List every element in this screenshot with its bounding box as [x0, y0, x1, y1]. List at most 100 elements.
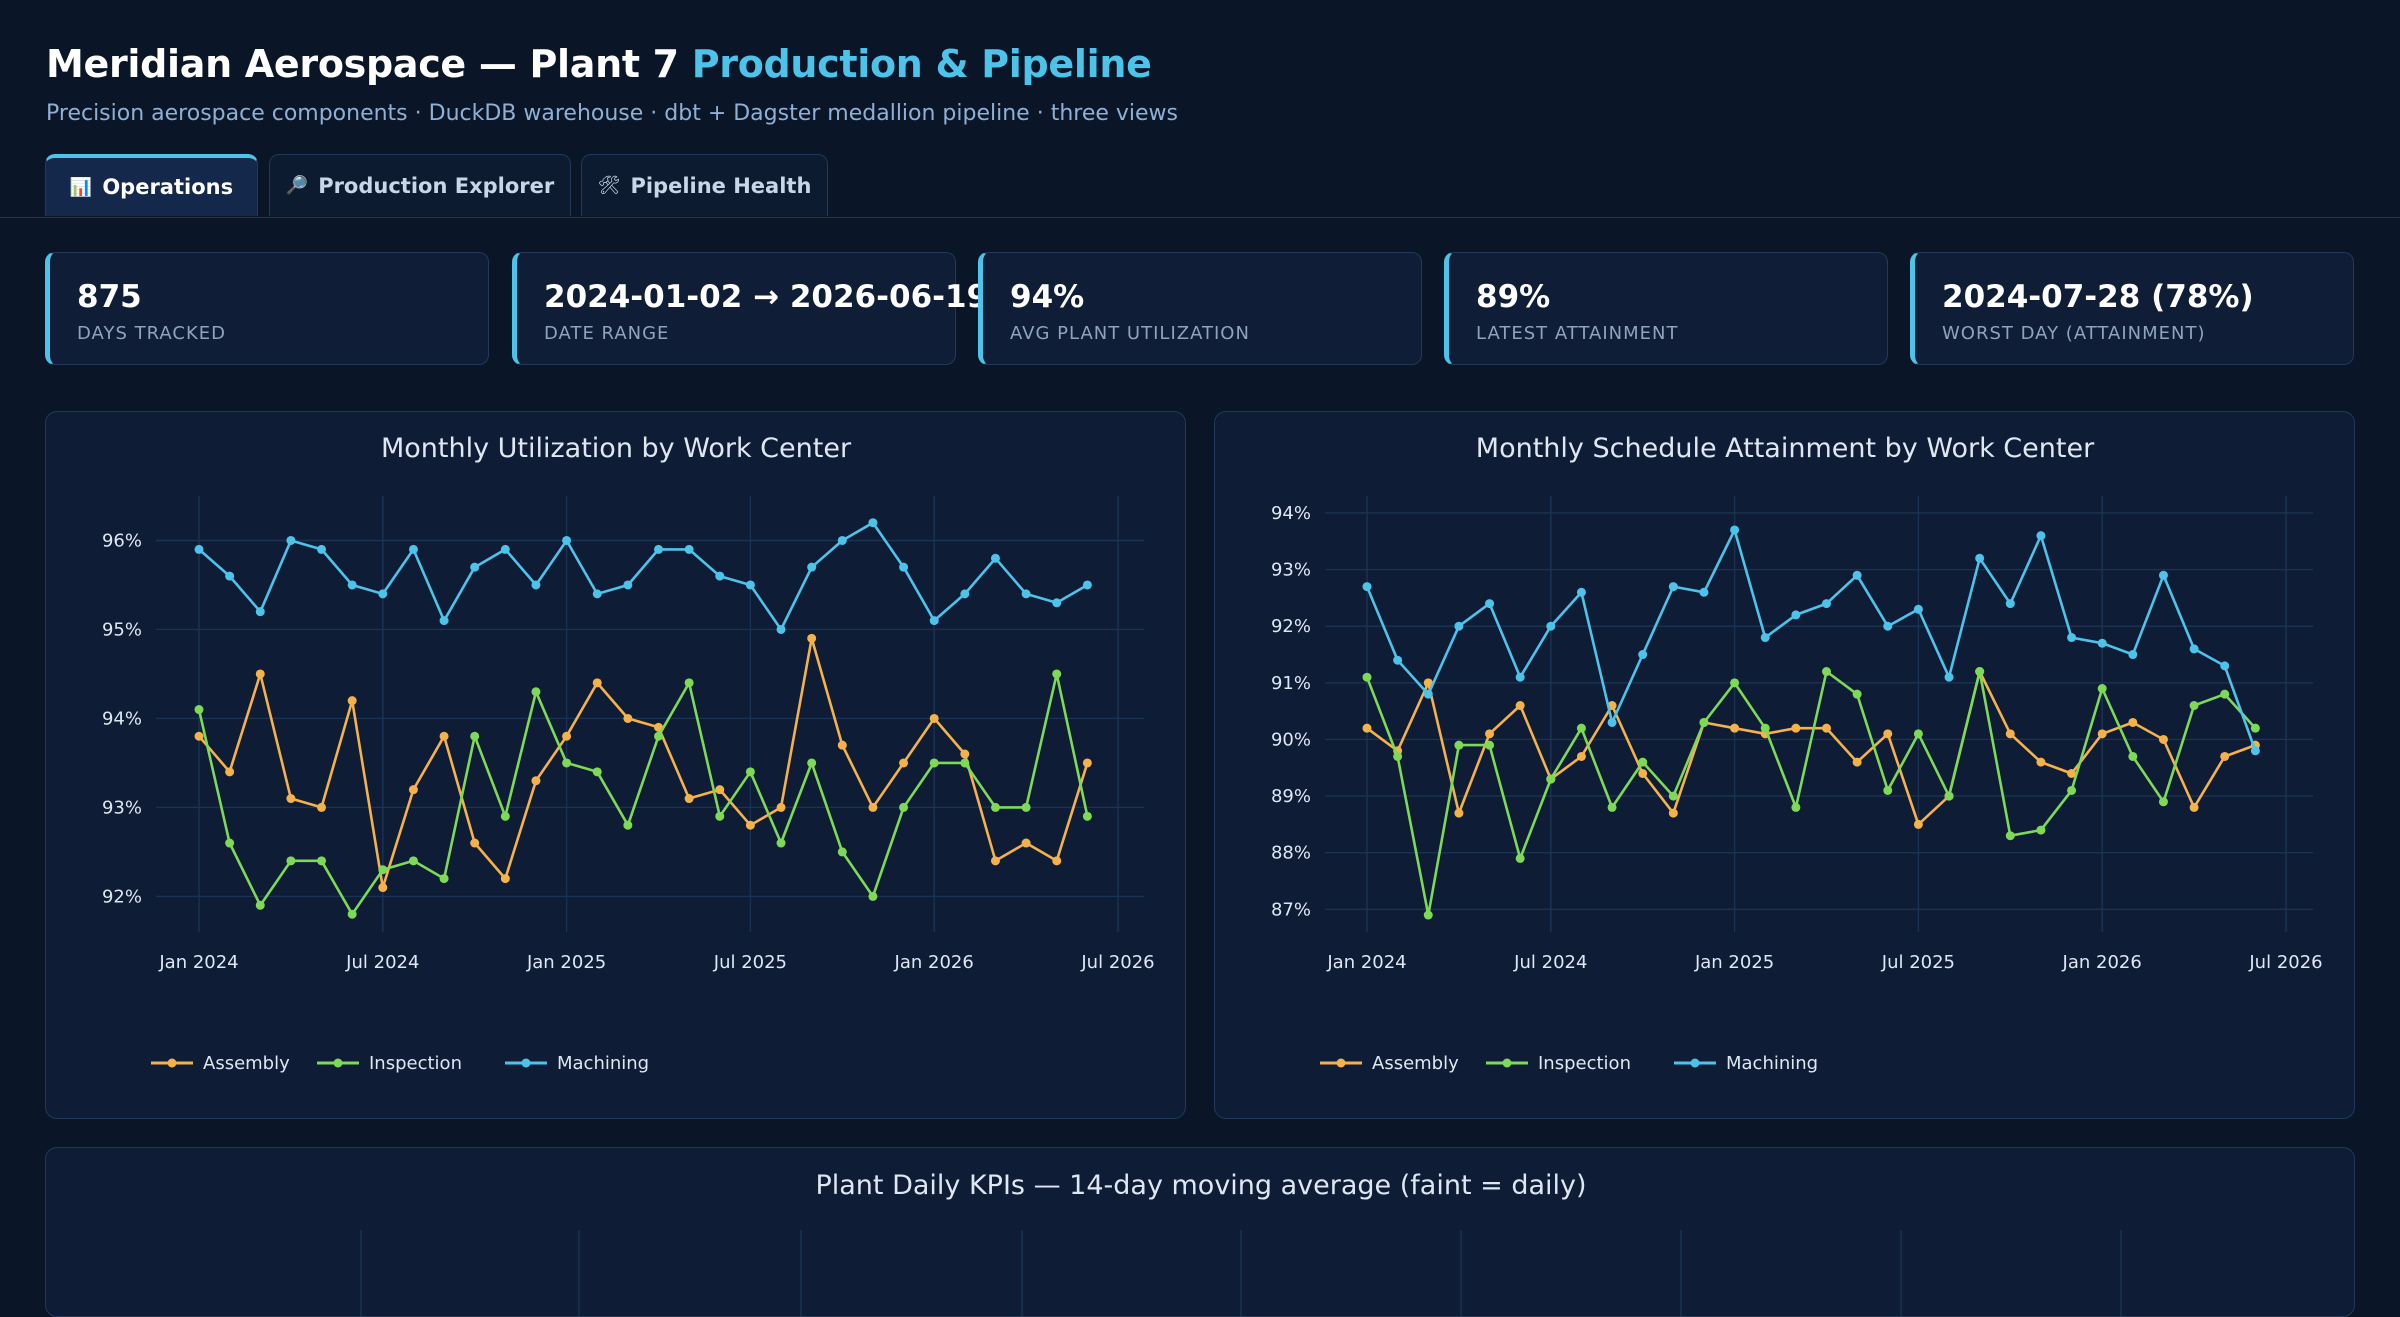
- legend-swatch-marker: [333, 1058, 343, 1068]
- data-point-assembly: [1485, 729, 1495, 739]
- data-point-inspection: [1393, 751, 1403, 761]
- data-point-inspection: [776, 838, 786, 848]
- data-point-inspection: [1913, 729, 1923, 739]
- data-point-assembly: [1021, 838, 1031, 848]
- data-point-inspection: [1082, 811, 1092, 821]
- x-tick-label: Jul 2024: [1513, 952, 1587, 973]
- data-point-assembly: [194, 731, 204, 741]
- kpi-value: 89%: [1476, 279, 1551, 315]
- legend-label: Inspection: [369, 1053, 462, 1074]
- data-point-assembly: [1082, 758, 1092, 768]
- data-point-inspection: [1944, 791, 1954, 801]
- kpi-value: 2024-07-28 (78%): [1942, 279, 2254, 315]
- data-point-machining: [868, 518, 878, 528]
- data-point-inspection: [378, 865, 388, 875]
- data-point-assembly: [654, 722, 663, 732]
- data-point-assembly: [500, 874, 510, 884]
- x-tick-label: Jan 2024: [158, 952, 238, 973]
- data-point-inspection: [2128, 751, 2138, 761]
- data-point-machining: [1576, 587, 1586, 597]
- kpi-card-days-tracked: 875 DAYS TRACKED: [45, 252, 489, 365]
- data-point-assembly: [1791, 723, 1801, 733]
- data-point-machining: [2158, 570, 2168, 580]
- data-point-assembly: [408, 785, 418, 795]
- data-point-inspection: [1454, 740, 1464, 750]
- tab-pipeline-health-label: Pipeline Health: [630, 173, 812, 198]
- y-tick-label: 92%: [102, 886, 142, 907]
- data-point-inspection: [807, 758, 817, 768]
- y-tick-label: 87%: [1271, 899, 1311, 920]
- legend-item-inspection: Inspection: [317, 1053, 462, 1074]
- data-point-machining: [562, 535, 572, 545]
- data-point-assembly: [1852, 757, 1862, 767]
- data-point-inspection: [929, 758, 939, 768]
- kpi-card-latest-attainment: 89% LATEST ATTAINMENT: [1444, 252, 1888, 365]
- chart-title: Monthly Schedule Attainment by Work Cent…: [1476, 433, 2095, 464]
- series-line-machining: [1365, 528, 2257, 752]
- data-point-inspection: [868, 891, 878, 901]
- data-point-inspection: [1668, 791, 1678, 801]
- data-point-assembly: [837, 740, 847, 750]
- data-point-assembly: [225, 767, 235, 777]
- kpi-card-worst-day: 2024-07-28 (78%) WORST DAY (ATTAINMENT): [1910, 252, 2354, 365]
- legend-item-inspection: Inspection: [1486, 1053, 1631, 1074]
- y-tick-label: 91%: [1271, 673, 1311, 694]
- data-point-machining: [531, 580, 541, 590]
- kpi-value: 94%: [1010, 279, 1085, 315]
- data-point-machining: [2250, 746, 2260, 756]
- utilization-chart-panel: Monthly Utilization by Work Center Jan 20…: [45, 411, 1186, 1119]
- data-point-assembly: [531, 776, 541, 786]
- kpi-label: DAYS TRACKED: [77, 323, 226, 344]
- y-tick-label: 92%: [1271, 616, 1311, 637]
- attainment-chart: Monthly Schedule Attainment by Work Cent…: [1271, 433, 2323, 1074]
- data-point-machining: [2097, 638, 2107, 648]
- data-point-inspection: [1362, 672, 1372, 682]
- data-point-machining: [2189, 644, 2199, 654]
- data-point-machining: [1730, 525, 1740, 535]
- data-point-assembly: [1454, 808, 1464, 818]
- data-point-inspection: [684, 678, 694, 688]
- data-point-inspection: [194, 705, 204, 715]
- x-tick-label: Jul 2026: [1080, 952, 1154, 973]
- data-point-inspection: [255, 900, 265, 910]
- data-point-inspection: [837, 847, 847, 857]
- kpi-label: AVG PLANT UTILIZATION: [1010, 323, 1250, 344]
- data-point-machining: [1515, 672, 1525, 682]
- data-point-inspection: [286, 856, 296, 866]
- kpi-card-date-range: 2024-01-02 → 2026-06-19 DATE RANGE: [512, 252, 988, 365]
- data-point-machining: [2220, 661, 2230, 671]
- data-point-machining: [1791, 610, 1801, 620]
- bar-chart-icon: 📊: [69, 176, 93, 198]
- tab-operations[interactable]: 📊 Operations: [45, 154, 258, 216]
- series-line-inspection: [197, 672, 1089, 916]
- kpi-label: DATE RANGE: [544, 323, 670, 344]
- data-point-inspection: [2250, 723, 2260, 733]
- data-point-inspection: [715, 811, 725, 821]
- tab-production-explorer[interactable]: 🔎 Production Explorer: [269, 154, 571, 216]
- data-point-inspection: [1052, 669, 1062, 679]
- data-point-inspection: [1883, 785, 1893, 795]
- data-point-machining: [899, 562, 909, 572]
- data-point-machining: [684, 544, 694, 554]
- x-tick-label: Jan 2025: [526, 952, 606, 973]
- data-point-machining: [1822, 599, 1831, 609]
- data-point-assembly: [2220, 751, 2230, 761]
- data-point-inspection: [1699, 717, 1709, 727]
- y-tick-label: 96%: [102, 530, 142, 551]
- legend-swatch-marker: [1502, 1058, 1512, 1068]
- data-point-assembly: [470, 838, 480, 848]
- tab-pipeline-health[interactable]: 🛠 Pipeline Health: [581, 154, 828, 216]
- data-point-assembly: [745, 820, 755, 830]
- data-point-assembly: [807, 633, 817, 643]
- data-point-machining: [470, 562, 480, 572]
- data-point-assembly: [1423, 678, 1433, 688]
- data-point-assembly: [960, 749, 970, 759]
- page-title: Meridian Aerospace — Plant 7 Production …: [46, 42, 1152, 86]
- magnifier-icon: 🔎: [285, 175, 309, 196]
- legend-item-machining: Machining: [1674, 1053, 1818, 1074]
- data-point-assembly: [592, 678, 602, 688]
- series-line-machining: [198, 521, 1089, 631]
- data-point-inspection: [531, 687, 541, 697]
- data-point-assembly: [1730, 723, 1740, 733]
- data-point-assembly: [2067, 768, 2077, 778]
